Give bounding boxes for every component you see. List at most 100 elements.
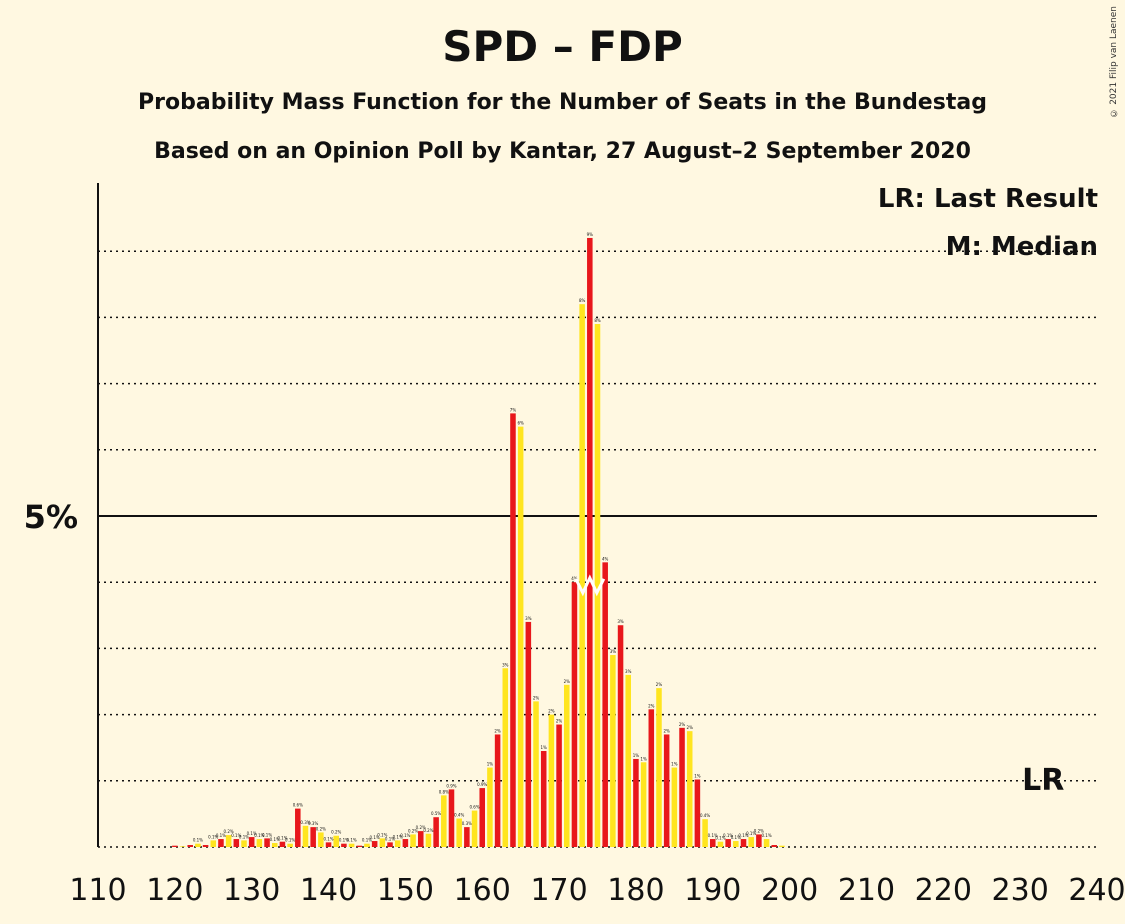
- bar-value-label: 0.8%: [439, 789, 449, 794]
- bar-value-label: 0.1%: [208, 834, 218, 839]
- bar: [610, 655, 616, 847]
- bar-value-label: 3%: [502, 662, 509, 667]
- bar: [656, 688, 662, 847]
- bar-value-label: 0.1%: [400, 833, 410, 838]
- bar: [540, 751, 547, 847]
- bar: [510, 413, 516, 847]
- bar-value-label: 3%: [625, 669, 632, 674]
- bar: [271, 843, 278, 847]
- bar-value-label: 1%: [694, 773, 701, 778]
- bar-value-label: 0.1%: [746, 831, 756, 836]
- bar: [318, 832, 324, 847]
- bar-value-label: 2%: [663, 728, 670, 733]
- bar-value-label: 9%: [587, 232, 594, 237]
- bar: [548, 714, 555, 847]
- bar-value-label: 8%: [594, 318, 601, 323]
- bar: [648, 709, 655, 847]
- bar: [594, 324, 601, 847]
- bar: [579, 304, 585, 847]
- bar-value-label: 3%: [617, 619, 624, 624]
- bar-value-label: 1%: [671, 762, 678, 767]
- bar: [348, 843, 355, 847]
- bar: [448, 789, 455, 847]
- bar: [225, 835, 232, 847]
- bar-value-label: 1%: [633, 753, 640, 758]
- bar-value-label: 0.6%: [293, 803, 303, 808]
- median-marker: [574, 574, 606, 597]
- bar-value-label: 0.2%: [224, 829, 234, 834]
- bar-value-label: 0.1%: [339, 838, 349, 843]
- bar-value-label: 2%: [564, 679, 571, 684]
- bar: [671, 767, 678, 847]
- bar-value-label: 0.2%: [316, 826, 326, 831]
- bar-value-label: 0.2%: [423, 828, 433, 833]
- bar: [740, 839, 747, 847]
- bar: [210, 840, 217, 847]
- bar: [556, 724, 562, 847]
- bar-value-label: 6%: [517, 421, 524, 426]
- bar: [233, 839, 240, 847]
- bar: [479, 788, 485, 847]
- bar: [387, 842, 393, 847]
- bar: [241, 840, 247, 847]
- bar-value-label: 4%: [602, 556, 609, 561]
- bar: [310, 827, 316, 847]
- bar: [279, 841, 286, 847]
- bar-value-label: 0.9%: [446, 783, 456, 788]
- bar: [686, 731, 693, 847]
- bar-value-label: 0.1%: [761, 833, 771, 838]
- bar: [356, 845, 363, 847]
- bar: [533, 701, 539, 847]
- bar-value-label: 0.1%: [377, 832, 387, 837]
- x-tick-label: 190: [684, 873, 741, 908]
- bar-value-label: 0.4%: [454, 813, 464, 818]
- legend-median: M: Median: [945, 232, 1098, 262]
- bar: [502, 668, 509, 847]
- bar: [456, 818, 462, 847]
- bar-value-label: 0.1%: [247, 831, 257, 836]
- bar-value-label: 2%: [533, 695, 540, 700]
- bar: [264, 838, 270, 847]
- bar: [494, 734, 501, 847]
- bar-value-label: 0.1%: [723, 833, 733, 838]
- bar: [441, 795, 447, 847]
- bar: [702, 819, 708, 847]
- bar-value-label: 0.2%: [416, 825, 426, 830]
- x-tick-label: 180: [607, 873, 664, 908]
- legend-last-result: LR: Last Result: [877, 184, 1098, 214]
- bar-value-label: 0.1%: [362, 838, 372, 843]
- bar: [172, 845, 178, 847]
- bar-value-label: 0.1%: [285, 838, 295, 843]
- bar: [333, 835, 339, 847]
- bar-value-label: 0.1%: [370, 835, 380, 840]
- bar: [679, 727, 685, 847]
- bar-value-label: 0.1%: [715, 836, 725, 841]
- bar-value-label: 8%: [579, 298, 586, 303]
- bar-value-label: 0.1%: [708, 833, 718, 838]
- bar: [364, 843, 370, 847]
- x-tick-label: 240: [1068, 873, 1125, 908]
- bar: [248, 837, 255, 847]
- bar-value-label: 0.2%: [754, 828, 764, 833]
- bar-value-label: 0.2%: [408, 828, 418, 833]
- bar: [487, 767, 493, 847]
- bar-value-label: 2%: [679, 722, 686, 727]
- bar-value-label: 0.1%: [738, 833, 748, 838]
- bar: [710, 839, 716, 847]
- bar-value-label: 3%: [525, 616, 532, 621]
- x-tick-label: 200: [761, 873, 818, 908]
- bar: [756, 834, 762, 847]
- x-tick-label: 140: [300, 873, 357, 908]
- bar: [602, 562, 608, 847]
- bar: [295, 808, 301, 847]
- bar: [771, 845, 778, 847]
- bar: [464, 827, 470, 847]
- bar-value-label: 0.1%: [393, 834, 403, 839]
- bar-value-label: 0.1%: [270, 837, 280, 842]
- bar: [694, 779, 701, 847]
- bar: [371, 841, 378, 847]
- bar: [725, 839, 731, 847]
- bar-value-label: 0.1%: [731, 835, 741, 840]
- bar: [302, 825, 309, 847]
